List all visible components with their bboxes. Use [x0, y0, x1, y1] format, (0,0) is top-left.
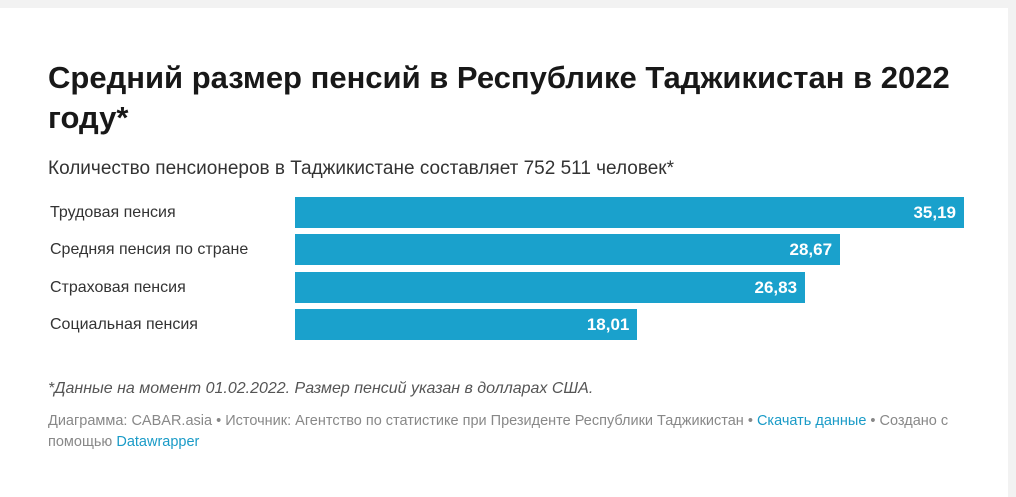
datawrapper-link[interactable]: Datawrapper: [116, 434, 200, 450]
value-label: 35,19: [913, 203, 956, 222]
value-label: 26,83: [754, 278, 798, 297]
created-with: Создано с помощью: [48, 413, 949, 450]
chart-subtitle: Количество пенсионеров в Таджикистане со…: [48, 158, 675, 179]
separator: •: [866, 413, 880, 429]
value-label: 18,01: [586, 315, 630, 334]
chart-card: Средний размер пенсий в Республике Таджи…: [0, 8, 1008, 497]
category-label: Средняя пенсия по стране: [50, 241, 249, 258]
chart-title: Средний размер пенсий в Республике Таджи…: [48, 60, 950, 135]
value-label: 28,67: [789, 240, 833, 259]
chart-notes: *Данные на момент 01.02.2022. Размер пен…: [48, 380, 594, 397]
bar: 28,67: [295, 234, 841, 265]
separator: •: [212, 413, 226, 429]
category-label: Страховая пенсия: [50, 279, 186, 296]
chart-footer: Диаграмма: CABAR.asia • Источник: Агентс…: [48, 411, 958, 453]
separator: •: [743, 413, 757, 429]
bar: 18,01: [295, 309, 638, 340]
category-label: Социальная пенсия: [50, 316, 198, 333]
chart-byline: Диаграмма: CABAR.asia: [48, 413, 213, 429]
category-label: Трудовая пенсия: [50, 204, 176, 221]
source: Источник: Агентство по статистике при Пр…: [225, 413, 744, 429]
bar: 26,83: [295, 272, 806, 303]
bar: 35,19: [295, 197, 964, 228]
download-data-link[interactable]: Скачать данные: [756, 413, 867, 429]
